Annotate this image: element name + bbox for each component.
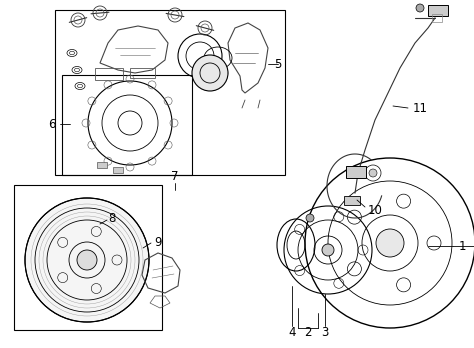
Circle shape: [306, 214, 314, 222]
Bar: [432, 14, 442, 22]
Text: 10: 10: [367, 204, 383, 216]
Circle shape: [376, 229, 404, 257]
Bar: [344, 196, 360, 205]
Bar: [346, 166, 366, 178]
Circle shape: [77, 250, 97, 270]
Bar: [130, 68, 155, 78]
Circle shape: [322, 244, 334, 256]
Bar: [62, 75, 192, 175]
Bar: [95, 68, 123, 80]
Bar: [55, 10, 285, 175]
Text: 5: 5: [274, 57, 282, 71]
Text: 8: 8: [109, 212, 116, 224]
Circle shape: [192, 55, 228, 91]
Circle shape: [416, 4, 424, 12]
Text: 11: 11: [412, 102, 428, 114]
Circle shape: [25, 198, 149, 322]
Bar: [97, 162, 107, 168]
Text: 7: 7: [171, 169, 179, 182]
Text: 1: 1: [458, 239, 466, 253]
Text: 2: 2: [304, 326, 312, 340]
Bar: [113, 167, 123, 173]
Text: 4: 4: [288, 326, 296, 340]
Text: 3: 3: [321, 326, 328, 340]
Text: 6: 6: [48, 118, 56, 130]
Bar: [428, 5, 448, 16]
Circle shape: [369, 169, 377, 177]
Text: 9: 9: [154, 237, 162, 250]
Bar: [14, 185, 162, 330]
